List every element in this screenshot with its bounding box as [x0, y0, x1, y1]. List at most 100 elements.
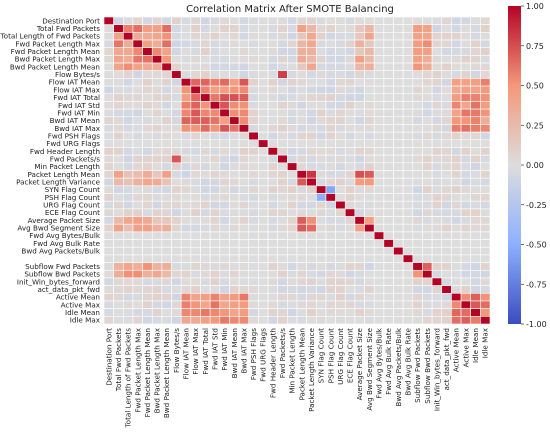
- heatmap-cell: [325, 47, 336, 56]
- heatmap-cell: [393, 239, 404, 248]
- heatmap-cell: [113, 101, 124, 110]
- heatmap-cell: [238, 39, 250, 48]
- heatmap-cell: [151, 62, 163, 72]
- heatmap-cell: [441, 162, 452, 171]
- heatmap-cell: [460, 269, 471, 279]
- heatmap-cell: [402, 292, 414, 302]
- heatmap-cell: [354, 93, 365, 102]
- heatmap-cell: [209, 55, 221, 64]
- heatmap-cell: [422, 277, 433, 286]
- heatmap-cell: [354, 308, 365, 317]
- heatmap-cell: [258, 62, 269, 72]
- heatmap-cell: [267, 101, 278, 110]
- heatmap-cell: [344, 70, 356, 79]
- heatmap-cell: [441, 239, 452, 248]
- heatmap-cell: [315, 269, 327, 279]
- heatmap-cell: [200, 101, 211, 110]
- heatmap-cell: [142, 262, 153, 271]
- heatmap-cell: [161, 47, 172, 56]
- heatmap-cell: [335, 216, 346, 225]
- heatmap-cell: [335, 154, 346, 164]
- heatmap-cell: [441, 185, 452, 194]
- heatmap-cell: [315, 124, 327, 133]
- heatmap-cell: [422, 85, 433, 95]
- heatmap-cell: [393, 254, 404, 263]
- heatmap-cell: [393, 93, 404, 102]
- heatmap-cell: [113, 177, 124, 187]
- heatmap-cell: [219, 39, 230, 48]
- heatmap-cell: [354, 116, 365, 125]
- heatmap-cell: [190, 124, 201, 133]
- heatmap-cell: [373, 39, 385, 48]
- heatmap-cell: [325, 316, 336, 325]
- heatmap-cell: [200, 200, 211, 210]
- heatmap-cell: [277, 162, 288, 171]
- heatmap-cell: [480, 246, 491, 256]
- heatmap-cell: [393, 62, 404, 72]
- heatmap-cell: [296, 85, 307, 95]
- heatmap-cell: [344, 193, 356, 202]
- heatmap-cell: [209, 24, 221, 33]
- heatmap-cell: [123, 193, 134, 202]
- heatmap-cell: [315, 108, 327, 118]
- heatmap-cell: [248, 269, 259, 279]
- heatmap-cell: [258, 246, 269, 256]
- heatmap-cell: [171, 246, 182, 256]
- heatmap-cell: [190, 170, 201, 179]
- heatmap-cell: [142, 101, 153, 110]
- y-tick-label: URG Flag Count: [43, 201, 100, 210]
- heatmap-cell: [209, 246, 221, 256]
- heatmap-cell: [422, 193, 433, 202]
- heatmap-cell: [229, 269, 240, 279]
- heatmap-cell: [306, 231, 317, 240]
- heatmap-cell: [393, 85, 404, 95]
- heatmap-cell: [344, 208, 356, 217]
- heatmap-cell: [142, 32, 153, 41]
- heatmap-cell: [402, 24, 414, 33]
- heatmap-cell: [441, 55, 452, 64]
- heatmap-cell: [325, 223, 336, 233]
- heatmap-cell: [171, 93, 182, 102]
- heatmap-cell: [190, 223, 201, 233]
- heatmap-cell: [200, 62, 211, 72]
- heatmap-cell: [248, 93, 259, 102]
- heatmap-cell: [470, 47, 481, 56]
- heatmap-cell: [325, 139, 336, 148]
- heatmap-cell: [258, 139, 269, 148]
- heatmap-cell: [402, 108, 414, 118]
- heatmap-cell: [103, 47, 114, 56]
- heatmap-cell: [315, 316, 327, 325]
- heatmap-cell: [354, 316, 365, 325]
- heatmap-cell: [422, 16, 433, 25]
- heatmap-cell: [171, 47, 182, 56]
- heatmap-cell: [364, 246, 375, 256]
- heatmap-cell: [354, 24, 365, 33]
- heatmap-cell: [383, 208, 394, 217]
- heatmap-cell: [151, 108, 163, 118]
- heatmap-cell: [373, 70, 385, 79]
- heatmap-cell: [190, 70, 201, 79]
- heatmap-cell: [267, 78, 278, 87]
- heatmap-cell: [123, 239, 134, 248]
- heatmap-cell: [325, 170, 336, 179]
- heatmap-cell: [422, 55, 433, 64]
- heatmap-cell: [161, 16, 172, 25]
- heatmap-cell: [412, 170, 423, 179]
- y-tick-label: Active Mean: [56, 293, 100, 302]
- heatmap-cell: [402, 193, 414, 202]
- heatmap-cell: [354, 139, 365, 148]
- heatmap-cell: [151, 24, 163, 33]
- heatmap-cell: [171, 185, 182, 194]
- heatmap-cell: [480, 162, 491, 171]
- heatmap-cell: [209, 162, 221, 171]
- heatmap-cell: [480, 200, 491, 210]
- colorbar-tick-label: 1.00: [526, 2, 544, 11]
- heatmap-cell: [296, 208, 307, 217]
- heatmap-cell: [200, 108, 211, 118]
- heatmap-cell: [431, 316, 443, 325]
- heatmap-cell: [103, 124, 114, 133]
- heatmap-cell: [287, 231, 298, 240]
- heatmap-cell: [258, 47, 269, 56]
- heatmap-cell: [451, 208, 462, 217]
- heatmap-cell: [142, 47, 153, 56]
